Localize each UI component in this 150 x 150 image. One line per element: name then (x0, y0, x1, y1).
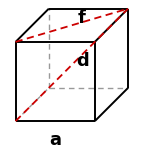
Text: a: a (49, 131, 61, 149)
Text: f: f (77, 9, 85, 27)
Text: d: d (76, 52, 88, 70)
